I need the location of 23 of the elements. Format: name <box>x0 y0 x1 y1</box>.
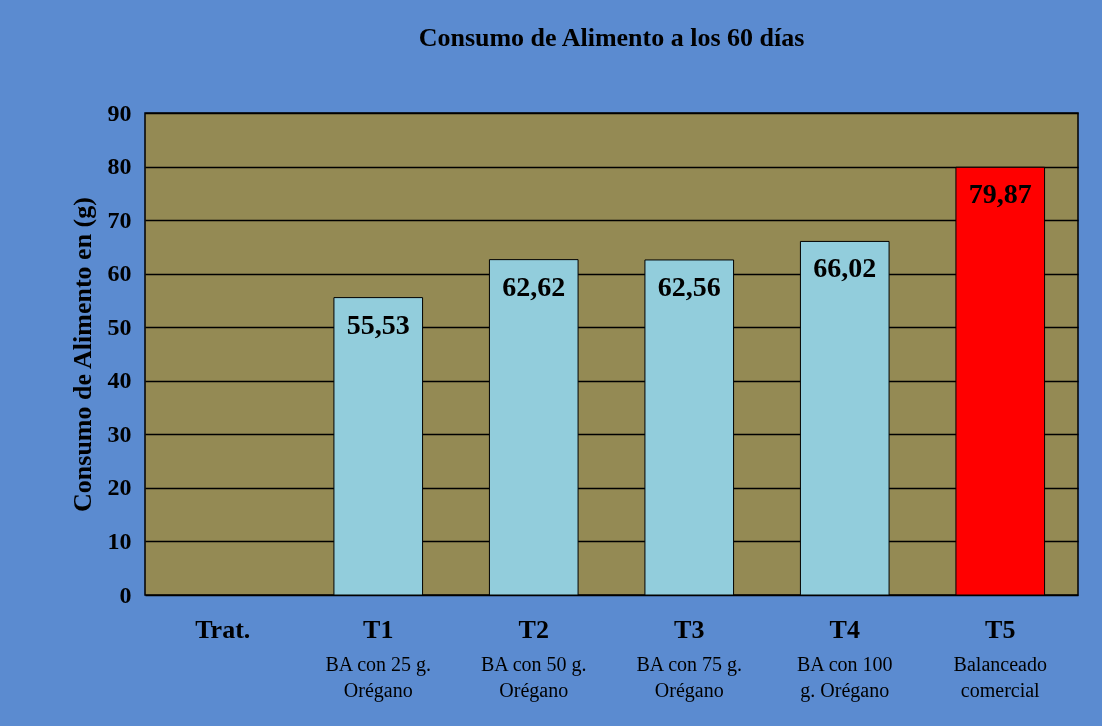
data-label: 62,56 <box>657 270 721 302</box>
category-label: T2 BA con 50 g. Orégano <box>480 615 587 701</box>
y-tick-label: 40 <box>107 367 132 394</box>
category-label: T3 BA con 75 g. Orégano <box>636 615 743 701</box>
category-label: T4 BA con 100 g. Orégano <box>796 615 893 701</box>
y-tick-label: 70 <box>107 206 132 233</box>
data-label: 66,02 <box>813 252 877 284</box>
x-tick-label: Trat. <box>195 615 251 644</box>
y-tick-label: 20 <box>107 474 132 501</box>
data-label: 55,53 <box>346 308 410 340</box>
data-label: 62,62 <box>502 270 566 302</box>
category-label: T1 BA con 25 g. Orégano <box>325 615 432 701</box>
data-label: 79,87 <box>968 178 1032 210</box>
y-axis-title: Consumo de Alimento en (g) <box>67 197 97 512</box>
y-tick-label: 90 <box>107 99 132 126</box>
category-label: T5 Balanceado comercial <box>953 615 1047 701</box>
y-tick-label: 50 <box>107 313 132 340</box>
y-tick-label: 60 <box>107 260 132 287</box>
y-tick-label: 30 <box>107 420 132 447</box>
y-tick-label: 10 <box>107 527 132 554</box>
y-tick-label: 0 <box>119 581 132 608</box>
y-tick-label: 80 <box>107 153 132 180</box>
chart-title: Consumo de Alimento a los 60 días <box>418 23 805 52</box>
